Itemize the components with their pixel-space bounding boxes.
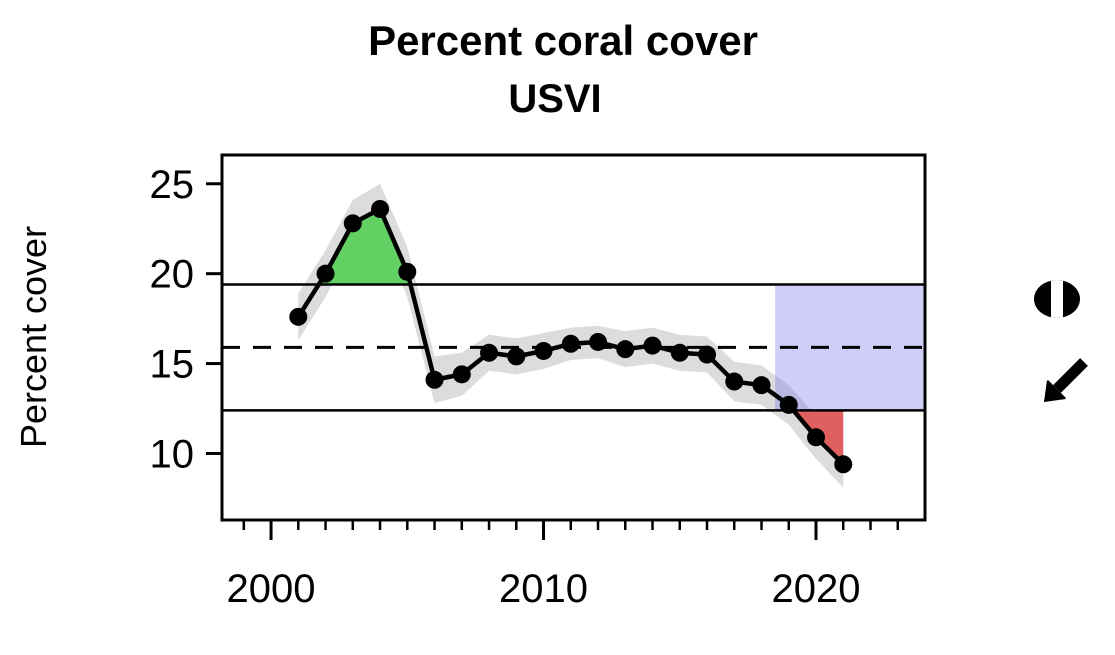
x-tick-label: 2000 bbox=[227, 567, 316, 611]
data-point bbox=[670, 343, 689, 362]
data-point bbox=[643, 336, 662, 355]
chart-title: Percent coral cover bbox=[368, 17, 758, 64]
chart-axes-layer: 2000 2010 2020 10 15 20 25 bbox=[150, 153, 927, 611]
data-point bbox=[725, 372, 744, 391]
data-point bbox=[834, 455, 853, 474]
data-point bbox=[425, 370, 444, 389]
data-point bbox=[589, 332, 608, 351]
data-point bbox=[398, 262, 417, 281]
data-point bbox=[507, 347, 526, 366]
y-tick-label: 10 bbox=[150, 432, 195, 476]
data-point bbox=[480, 343, 499, 362]
data-point bbox=[289, 307, 308, 326]
x-tick-label: 2010 bbox=[499, 567, 588, 611]
data-point bbox=[698, 345, 717, 364]
trend-decreasing-arrow-icon bbox=[1044, 358, 1088, 402]
data-point bbox=[371, 199, 390, 218]
y-tick-label: 15 bbox=[150, 343, 195, 387]
chart-line-layer bbox=[222, 199, 925, 474]
x-tick-label: 2020 bbox=[772, 567, 861, 611]
y-axis-label: Percent cover bbox=[13, 226, 54, 448]
status-within-range-icon bbox=[1034, 280, 1080, 318]
data-point bbox=[316, 264, 335, 283]
plot-box bbox=[220, 153, 927, 522]
data-point bbox=[534, 341, 553, 360]
y-tick-label: 20 bbox=[150, 253, 195, 297]
data-point bbox=[752, 376, 771, 395]
y-tick-label: 25 bbox=[150, 163, 195, 207]
chart-fill-layer bbox=[298, 183, 925, 488]
data-point bbox=[452, 365, 471, 384]
chart-subtitle: USVI bbox=[508, 77, 601, 121]
data-point bbox=[807, 428, 826, 447]
data-point bbox=[779, 395, 798, 414]
data-point bbox=[343, 214, 362, 233]
data-point bbox=[616, 340, 635, 359]
data-point bbox=[561, 334, 580, 353]
